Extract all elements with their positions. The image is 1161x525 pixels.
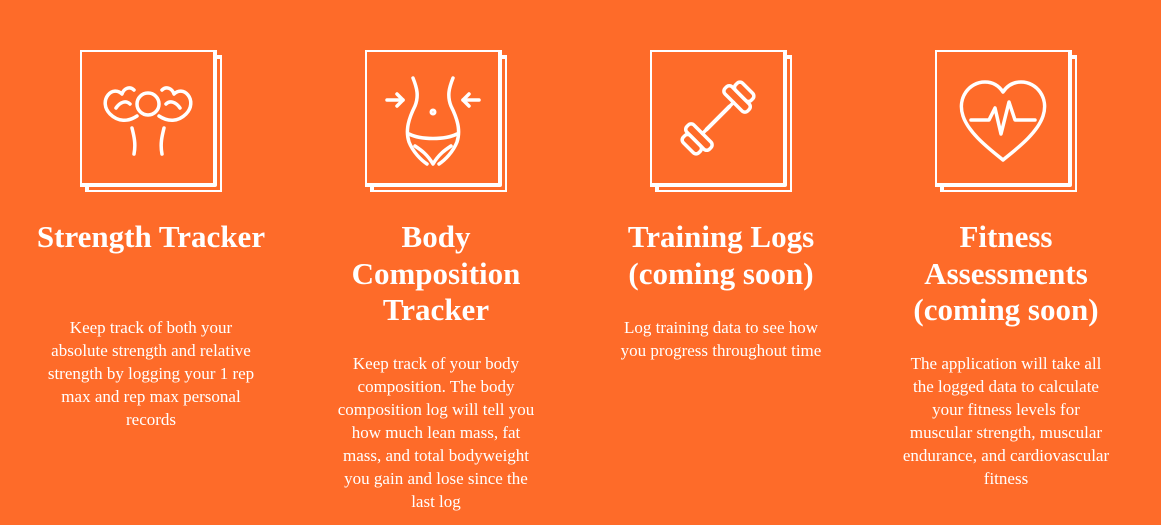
feature-description: Keep track of both your absolute strengt… bbox=[47, 318, 255, 429]
feature-title: Strength Tracker bbox=[36, 219, 266, 254]
feature-title: Fitness Assessments (coming soon) bbox=[913, 219, 1099, 327]
dumbbell-icon bbox=[650, 50, 792, 192]
feature-title: Body Composition Tracker bbox=[351, 219, 521, 327]
heart-pulse-icon bbox=[935, 50, 1077, 192]
waist-measure-icon bbox=[365, 50, 507, 192]
flexing-arms-icon bbox=[80, 50, 222, 192]
feature-title: Training Logs (coming soon) bbox=[627, 219, 815, 291]
feature-description: Keep track of your body composition. The… bbox=[337, 354, 535, 511]
feature-description: Log training data to see how you progres… bbox=[620, 318, 822, 360]
feature-description: The application will take all the logged… bbox=[902, 354, 1110, 488]
